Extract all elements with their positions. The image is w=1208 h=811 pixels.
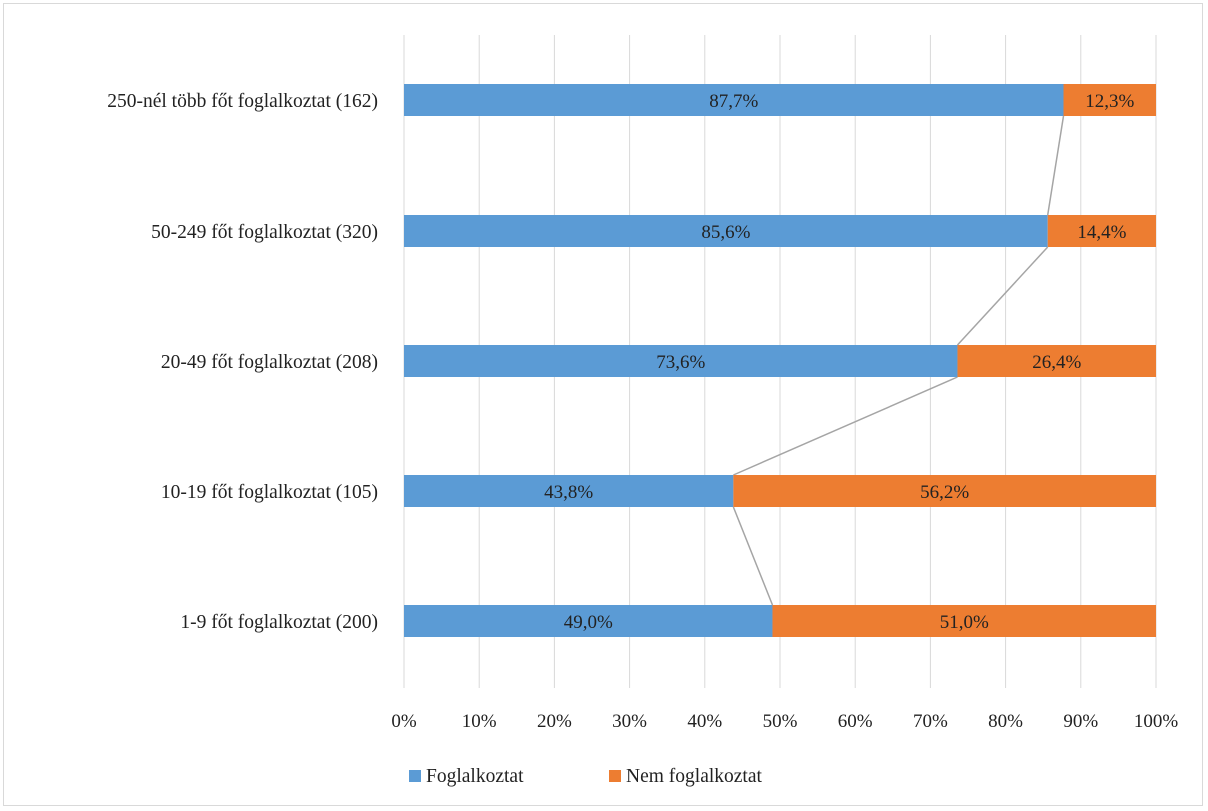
data-label: 12,3% [1085,91,1134,112]
x-tick-label: 10% [462,711,497,732]
legend-swatch [409,770,421,782]
data-label: 73,6% [656,352,705,373]
x-tick-label: 60% [838,711,873,732]
data-label: 14,4% [1077,222,1126,243]
bar-nem-foglalkoztat [957,345,1156,377]
bar-nem-foglalkoztat [733,475,1156,507]
bar-foglalkoztat [404,345,958,377]
series-line [732,506,774,606]
chart-frame [3,3,1203,806]
category-label: 1-9 főt foglalkoztat (200) [180,612,378,633]
series-line [956,246,1049,346]
bar-nem-foglalkoztat [1047,215,1156,247]
x-tick-label: 30% [612,711,647,732]
bars: 87,7% 12,3% 85,6% 14,4% 73,6% 26,4% 43,8% 56,2%… [404,84,1156,637]
x-tick-label: 50% [763,711,798,732]
legend-swatch [609,770,621,782]
x-tick-label: 20% [537,711,572,732]
data-label: 26,4% [1032,352,1081,373]
x-tick-label: 70% [913,711,948,732]
series-line [733,376,958,476]
bar-nem-foglalkoztat [772,605,1156,637]
bar-nem-foglalkoztat [1063,84,1156,116]
bar-foglalkoztat [404,215,1048,247]
category-label: 20-49 főt foglalkoztat (208) [161,352,378,373]
legend-label: Nem foglalkoztat [626,766,762,787]
x-tick-label: 0% [391,711,417,732]
data-label: 49,0% [564,612,613,633]
data-label: 56,2% [920,482,969,503]
series-line [1046,115,1065,216]
data-label: 43,8% [544,482,593,503]
bar-foglalkoztat [404,475,734,507]
x-tick-label: 100% [1134,711,1179,732]
x-tick-labels: 0% 10% 20% 30% 40% 50% 60% 70% 80% 90% 100% [391,711,1178,732]
series-lines [732,115,1065,606]
category-labels: 250-nél több főt foglalkoztat (162) 50-24… [107,91,378,633]
legend: Foglalkoztat Nem foglalkoztat [409,766,762,787]
data-label: 85,6% [701,222,750,243]
x-tick-label: 80% [988,711,1023,732]
category-label: 10-19 főt foglalkoztat (105) [161,482,378,503]
category-label: 50-249 főt foglalkoztat (320) [151,222,378,243]
bar-foglalkoztat [404,605,773,637]
legend-label: Foglalkoztat [426,766,524,787]
bar-foglalkoztat [404,84,1064,116]
x-tick-label: 40% [687,711,722,732]
x-tick-label: 90% [1063,711,1098,732]
category-label: 250-nél több főt foglalkoztat (162) [107,91,378,112]
data-label: 87,7% [709,91,758,112]
data-label: 51,0% [940,612,989,633]
